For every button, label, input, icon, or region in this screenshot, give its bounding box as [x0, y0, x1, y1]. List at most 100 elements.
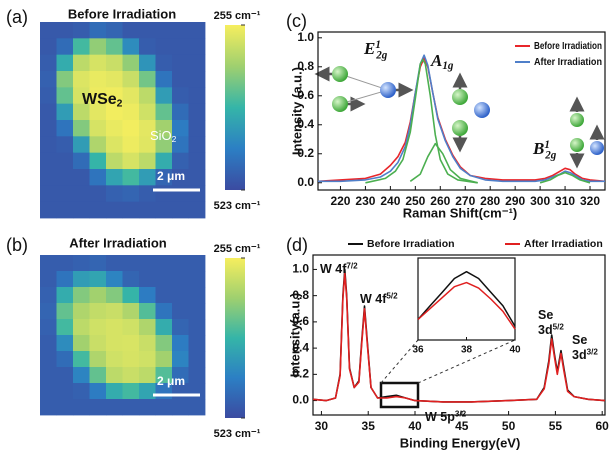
- y-tick-label: 0.2: [292, 367, 309, 381]
- heatmap-cell: [106, 399, 123, 416]
- heatmap-cell: [172, 87, 189, 105]
- heatmap-cell: [155, 169, 173, 186]
- panel-label: (c): [286, 11, 307, 31]
- inset-x-tick-label: 40: [509, 345, 521, 356]
- annotation: W 5p3/2: [425, 409, 467, 424]
- heatmap-cell: [122, 136, 140, 154]
- heatmap-cell: [89, 136, 107, 154]
- heatmap-cell: [73, 54, 90, 72]
- heatmap-cell: [56, 399, 74, 416]
- heatmap-cell: [89, 383, 107, 400]
- annotation-base: 2 μm: [157, 374, 185, 388]
- heatmap-cell: [40, 87, 57, 105]
- zoom-indicator: [379, 339, 516, 409]
- heatmap-cell: [172, 169, 189, 186]
- heatmap-cell: [106, 87, 123, 105]
- heatmap-cell: [139, 367, 156, 384]
- x-tick-label: 55: [549, 419, 563, 433]
- heatmap-cell: [188, 71, 206, 88]
- x-tick-label: 320: [580, 194, 600, 208]
- heatmap-cell: [40, 103, 57, 121]
- heatmap-cell: [73, 335, 90, 352]
- heatmap-cell: [188, 303, 206, 320]
- y-tick-label: 0.0: [292, 393, 309, 407]
- x-tick-label: 300: [530, 194, 550, 208]
- heatmap-cell: [155, 287, 173, 304]
- legend-label: Before Irradiation: [367, 238, 455, 250]
- heatmap-cell: [122, 22, 140, 39]
- heatmap-cell: [188, 152, 206, 170]
- heatmap-cell: [56, 383, 74, 400]
- heatmap-cell: [155, 185, 173, 203]
- y-axis-label: Intensity(a.u.): [287, 293, 302, 378]
- annotation-sub: 2g: [375, 49, 388, 61]
- heatmap-cell: [106, 319, 123, 336]
- heatmap-cell: [122, 185, 140, 203]
- heatmap-cell: [106, 351, 123, 368]
- heatmap-cell: [89, 201, 107, 219]
- annotation: 3d3/2: [572, 347, 598, 362]
- annotation-sup: 1: [544, 139, 550, 151]
- x-axis-label: Binding Energy(eV): [400, 435, 521, 450]
- x-axis-label: Raman Shift(cm⁻¹): [403, 205, 517, 220]
- annotation-sup: 1: [375, 39, 381, 51]
- heatmap-cell: [155, 87, 173, 105]
- heatmap-cell: [56, 255, 74, 272]
- colorbar-label: 255 cm⁻¹: [214, 10, 261, 22]
- heatmap-cell: [155, 319, 173, 336]
- heatmap-cell: [155, 54, 173, 72]
- series-line: [417, 281, 516, 330]
- panel-label: (a): [6, 7, 28, 27]
- heatmap-cell: [40, 38, 57, 56]
- x-tick-label: 240: [380, 194, 400, 208]
- annotation-base: W 4f: [320, 262, 347, 276]
- x-tick-label: 60: [596, 419, 610, 433]
- heatmap-cell: [89, 87, 107, 105]
- heatmap-cell: [188, 103, 206, 121]
- heatmap-cell: [155, 335, 173, 352]
- heatmap-cell: [139, 271, 156, 288]
- annotation: E1 2g: [363, 39, 388, 61]
- heatmap-cell: [89, 71, 107, 88]
- panel-title: Before Irradiation: [68, 6, 176, 21]
- annotation-sup: 7/2: [346, 261, 358, 270]
- annotation-sup: 5/2: [386, 291, 398, 300]
- y-tick-label: 0.0: [297, 175, 314, 189]
- annotation: W 4f5/2: [360, 291, 398, 306]
- heatmap-cell: [139, 185, 156, 203]
- annotation: 2 μm: [157, 374, 185, 388]
- heatmap-cell: [139, 399, 156, 416]
- heatmap-cell: [122, 351, 140, 368]
- heatmap-cell: [56, 22, 74, 39]
- x-tick-label: 220: [330, 194, 350, 208]
- heatmap-cell: [188, 287, 206, 304]
- heatmap-cell: [155, 303, 173, 320]
- heatmap-cell: [139, 169, 156, 186]
- heatmap-cell: [89, 152, 107, 170]
- x-tick-label: 230: [355, 194, 375, 208]
- heatmap-cell: [188, 185, 206, 203]
- heatmap-cell: [89, 255, 107, 272]
- annotation-base: WSe: [82, 91, 117, 108]
- heatmap-cell: [106, 287, 123, 304]
- heatmap-cell: [106, 255, 123, 272]
- heatmap-cell: [172, 271, 189, 288]
- annotation-base: E: [363, 39, 375, 58]
- heatmap-cell: [56, 136, 74, 154]
- series-line: [417, 270, 516, 327]
- heatmap-cell: [73, 169, 90, 186]
- heatmap-cell: [139, 383, 156, 400]
- heatmap-cell: [139, 120, 156, 137]
- heatmap-cell: [188, 38, 206, 56]
- heatmap-cell: [89, 303, 107, 320]
- heatmap-cell: [56, 367, 74, 384]
- heatmap-cell: [172, 152, 189, 170]
- heatmap-cell: [122, 271, 140, 288]
- heatmap-cell: [73, 201, 90, 219]
- heatmap-cell: [56, 287, 74, 304]
- heatmap-cell: [73, 120, 90, 137]
- heatmap-cell: [40, 22, 57, 39]
- heatmap-cell: [89, 319, 107, 336]
- colorbar: [225, 25, 245, 190]
